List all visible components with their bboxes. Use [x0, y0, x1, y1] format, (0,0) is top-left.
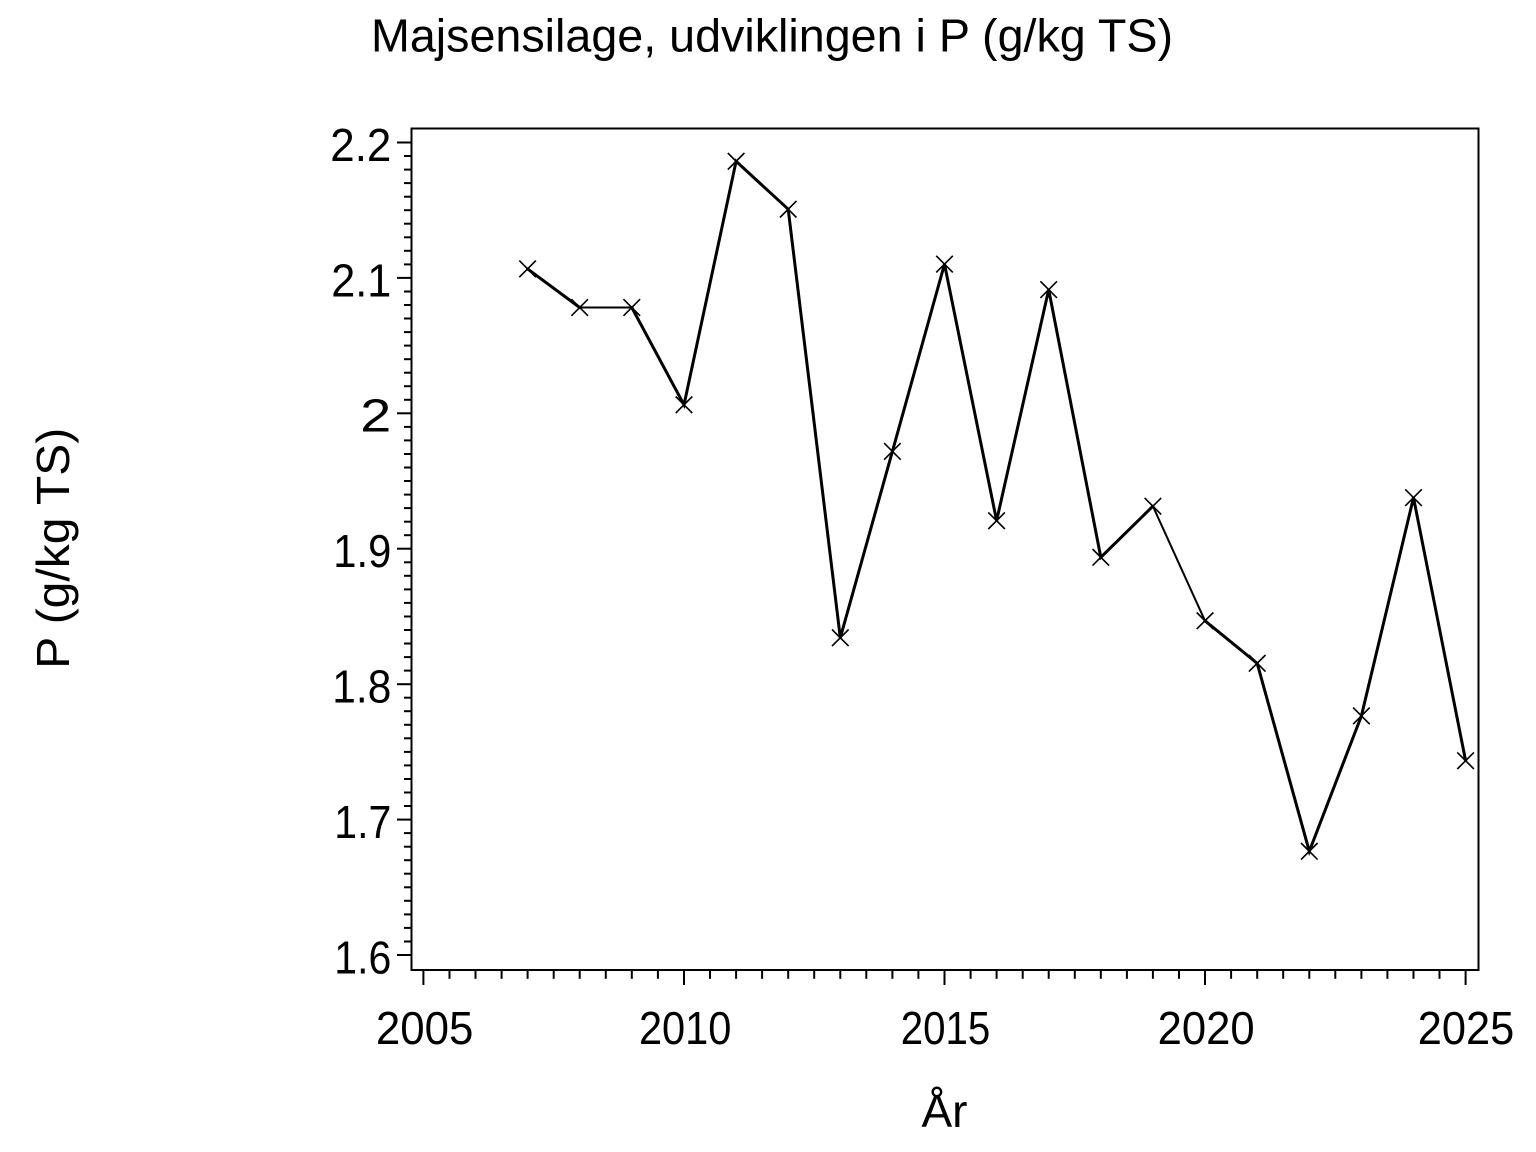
- svg-text:2010: 2010: [639, 1002, 732, 1054]
- svg-text:År: År: [922, 1085, 968, 1137]
- svg-text:2025: 2025: [1418, 1002, 1515, 1054]
- svg-text:2: 2: [360, 390, 391, 442]
- svg-text:2.2: 2.2: [330, 119, 391, 171]
- svg-text:2015: 2015: [901, 1002, 991, 1054]
- svg-text:1.9: 1.9: [333, 525, 391, 577]
- svg-text:2.1: 2.1: [331, 254, 391, 306]
- svg-text:1.7: 1.7: [334, 796, 391, 848]
- svg-text:Majsensilage, udviklingen i P: Majsensilage, udviklingen i P (g/kg TS): [371, 9, 1173, 61]
- svg-text:2020: 2020: [1158, 1002, 1255, 1054]
- svg-text:1.8: 1.8: [332, 661, 391, 713]
- svg-text:P (g/kg TS): P (g/kg TS): [27, 428, 79, 669]
- svg-text:1.6: 1.6: [334, 931, 391, 983]
- svg-text:2005: 2005: [376, 1002, 474, 1054]
